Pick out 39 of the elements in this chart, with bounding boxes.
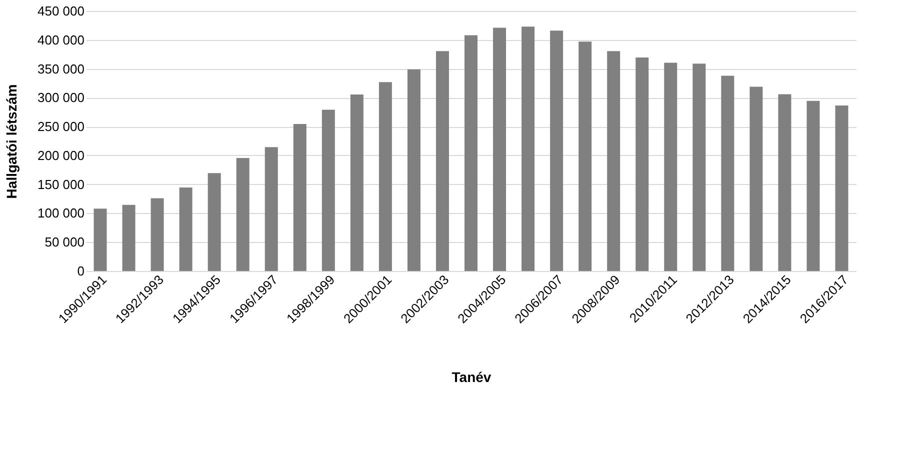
y-tick-label: 200 000 [38,148,84,163]
y-tick-label: 50 000 [44,234,84,250]
bar [236,158,250,271]
x-axis-title: Tanév [452,369,492,386]
y-tick-label: 100 000 [38,206,84,221]
bar [750,86,763,271]
bar [721,76,734,271]
bar [607,51,620,271]
bar [94,208,107,271]
y-tick-label: 250 000 [38,119,84,134]
y-axis-title: Hallgatói létszám [4,84,20,199]
bar [636,58,649,271]
y-tick-label: 300 000 [38,90,84,106]
bar [778,94,792,271]
bar [664,62,678,271]
bar [835,105,848,271]
bar [350,94,364,271]
y-tick-label: 150 000 [38,176,84,192]
bar [208,173,221,271]
bar [150,198,164,271]
bar [464,35,478,271]
bar [179,188,192,271]
bar [522,26,535,271]
y-tick-label: 0 [77,264,84,278]
bar [378,82,392,271]
bar [493,28,506,271]
y-tick-label: 400 000 [38,32,84,48]
y-tick-label: 450 000 [38,4,84,18]
bar [806,100,820,271]
bar [407,69,420,271]
bar [550,30,564,271]
bar [293,124,306,271]
bar [436,51,449,271]
bar [692,64,706,271]
bar [322,110,335,271]
bar [122,204,136,271]
bar [264,147,278,271]
y-tick-label: 350 000 [38,61,84,76]
bar [578,42,592,271]
